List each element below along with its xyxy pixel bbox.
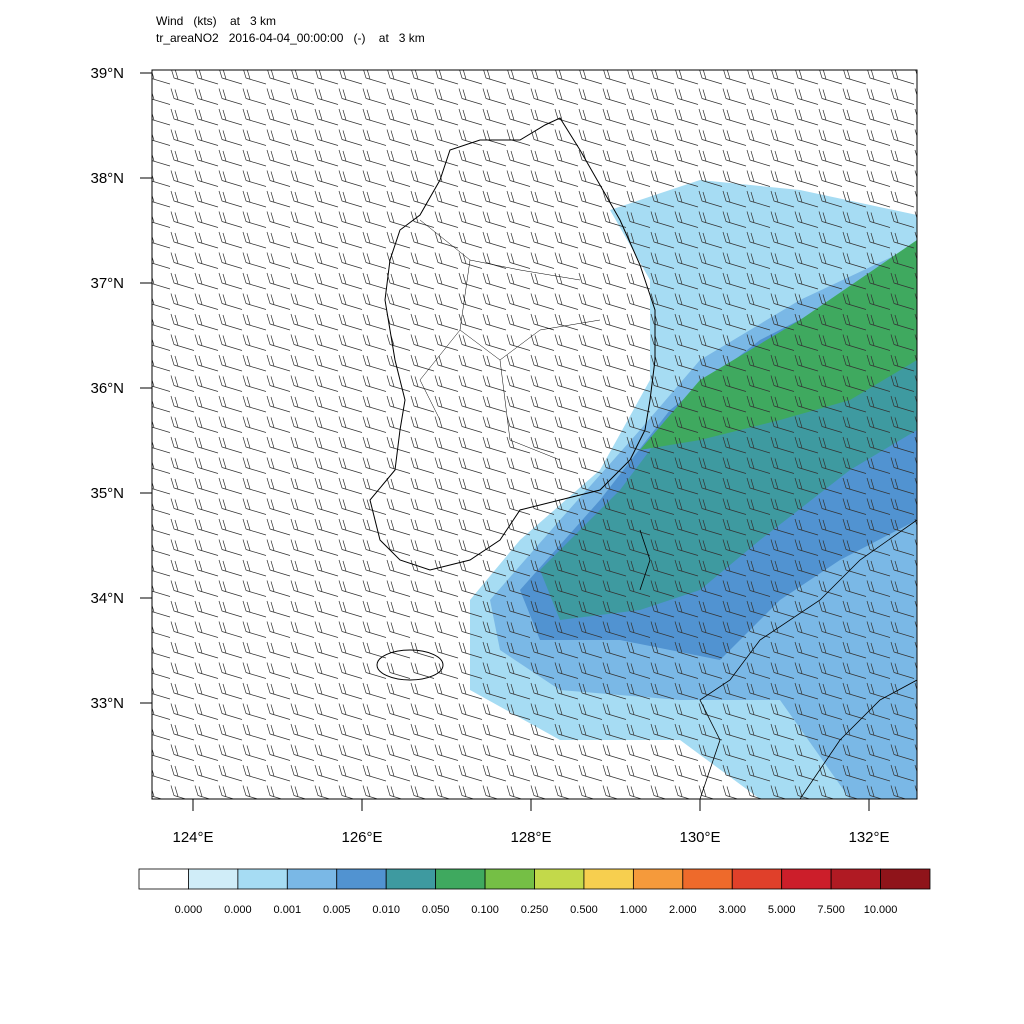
colorbar-label: 0.000 — [175, 904, 203, 916]
colorbar-box — [632, 868, 684, 890]
colorbar-box — [781, 868, 832, 890]
colorbar-label: 0.005 — [323, 904, 351, 916]
colorbar-box — [830, 868, 881, 890]
lon-label: 128°E — [510, 829, 551, 846]
colorbar-box — [385, 868, 437, 890]
lat-label: 33°N — [90, 695, 124, 712]
colorbar-label: 5.000 — [768, 904, 796, 916]
lat-label: 39°N — [90, 65, 124, 82]
map-frame — [151, 69, 918, 800]
lon-label: 132°E — [848, 829, 889, 846]
colorbar-label: 0.100 — [471, 904, 499, 916]
barb-grid — [152, 70, 917, 799]
lat-label: 34°N — [90, 590, 124, 607]
lat-label: 37°N — [90, 275, 124, 292]
colorbar-label: 0.500 — [570, 904, 598, 916]
colorbar: 0.000 0.000 0.001 0.005 0.010 0.050 0.100 0.250… — [138, 868, 931, 916]
colorbar-box — [583, 868, 634, 890]
colorbar-label: 2.000 — [669, 904, 697, 916]
plume-green — [640, 240, 917, 450]
map-area — [152, 70, 917, 799]
jeju-island — [376, 649, 444, 681]
coastline — [369, 117, 656, 571]
lon-label: 130°E — [679, 829, 720, 846]
colorbar-label: 0.050 — [422, 904, 450, 916]
japan-coast — [639, 519, 917, 799]
colorbar-box — [880, 868, 931, 890]
lon-label: 124°E — [172, 829, 213, 846]
colorbar-box — [138, 868, 189, 890]
colorbar-label: 7.500 — [817, 904, 845, 916]
lat-label: 36°N — [90, 380, 124, 397]
axis-ticks: 39°N 38°N 37°N 36°N 35°N 34°N 33°N 124°E 126°E 12… — [90, 65, 889, 846]
lat-label: 35°N — [90, 485, 124, 502]
colorbar-box — [484, 868, 535, 890]
colorbar-box — [237, 868, 288, 890]
province-lines — [419, 219, 601, 461]
colorbar-label: 0.000 — [224, 904, 252, 916]
colorbar-box — [682, 868, 733, 890]
wind-barbs — [152, 70, 917, 799]
colorbar-box — [435, 868, 486, 890]
colorbar-label: 1.000 — [620, 904, 648, 916]
colorbar-label: 0.001 — [274, 904, 302, 916]
colorbar-label: 0.010 — [372, 904, 400, 916]
colorbar-box — [534, 868, 585, 890]
colorbar-box — [731, 868, 783, 890]
colorbar-box — [286, 868, 338, 890]
colorbar-label: 0.250 — [521, 904, 549, 916]
colorbar-label: 3.000 — [718, 904, 746, 916]
lon-label: 126°E — [341, 829, 382, 846]
colorbar-box — [336, 868, 387, 890]
colorbar-label: 10.000 — [864, 904, 898, 916]
lat-label: 38°N — [90, 170, 124, 187]
colorbar-box — [188, 868, 239, 890]
title-line: Wind (kts) at 3 km — [156, 14, 276, 28]
subtitle-line: tr_areaNO2 2016-04-04_00:00:00 (-) at 3 … — [156, 31, 425, 45]
